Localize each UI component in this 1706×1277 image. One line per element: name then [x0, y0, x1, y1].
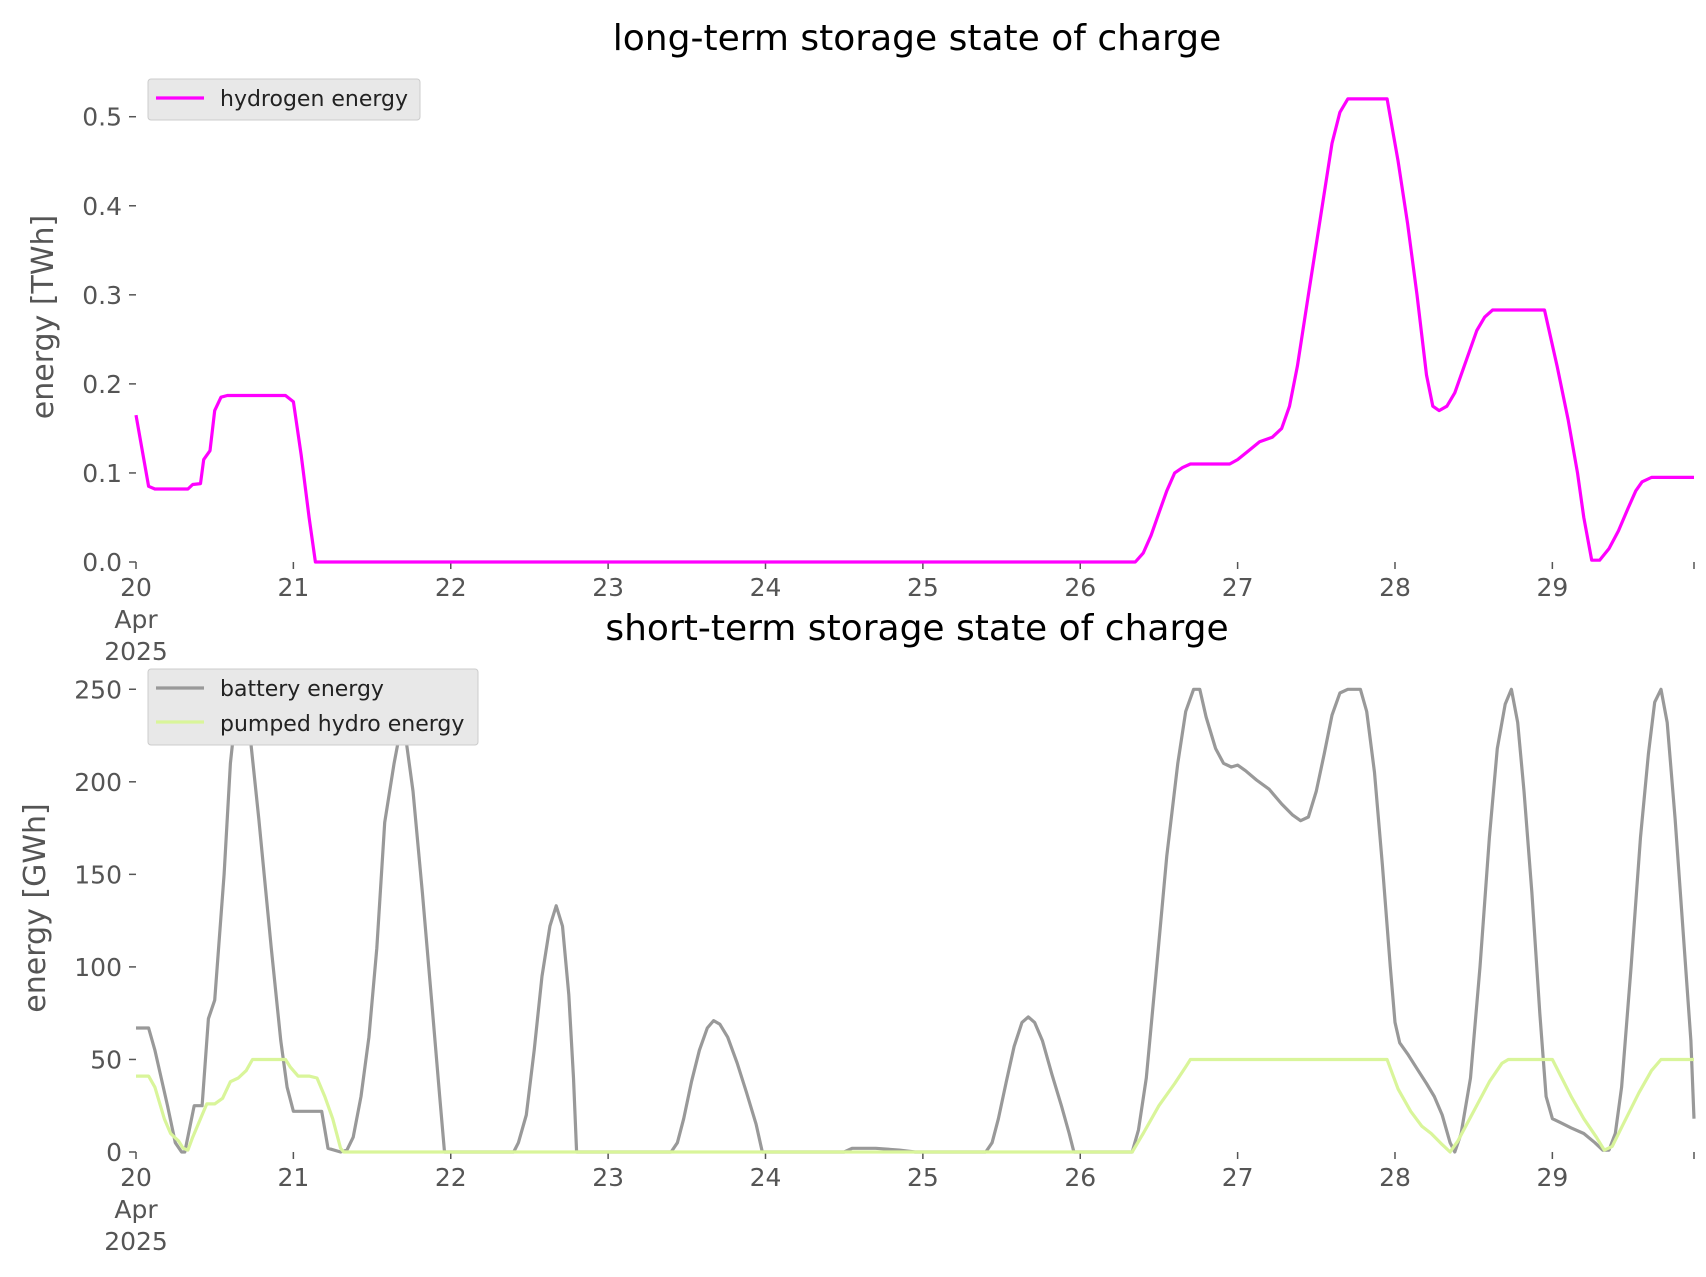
legend-label-battery-energy: battery energy [220, 677, 384, 702]
y-axis-label: energy [TWh] [26, 215, 61, 419]
chart-title: long-term storage state of charge [613, 18, 1221, 59]
y-tick-label: 250 [74, 675, 122, 704]
legend-label-pumped-hydro-energy: pumped hydro energy [220, 712, 464, 737]
x-tick-label: 21 [277, 573, 309, 602]
series-group [136, 687, 1696, 1154]
legend-box [147, 78, 421, 121]
series-line-battery-energy [136, 687, 1696, 1154]
x-tick-label: 25 [907, 1163, 939, 1192]
y-tick-label: 0.2 [82, 370, 122, 399]
tick-group: 0 50 100 150 200 250 20 Apr 2025 21 22 23 24 25 26 27 28… [74, 675, 1695, 1256]
y-tick-label: 0.0 [82, 548, 122, 577]
series-line-pumped-hydro-energy [136, 1057, 1694, 1154]
y-tick-label: 0.3 [82, 281, 122, 310]
x-tick-label: 22 [435, 573, 467, 602]
y-tick-label: 0.5 [82, 103, 122, 132]
x-tick-label: 25 [907, 573, 939, 602]
y-tick-label: 100 [74, 953, 122, 982]
x-tick-label: 28 [1379, 1163, 1411, 1192]
legend-label-hydrogen-energy: hydrogen energy [220, 87, 408, 112]
short-term-storage-chart: short-term storage state of charge energ… [18, 608, 1696, 1256]
y-tick-label: 150 [74, 860, 122, 889]
x-tick-label: 23 [592, 573, 624, 602]
x-tick-label: 24 [750, 573, 782, 602]
legend: hydrogen energy [147, 78, 421, 121]
x-tick-label: 23 [592, 1163, 624, 1192]
x-tick-label: 24 [750, 1163, 782, 1192]
y-tick-label: 0.4 [82, 192, 122, 221]
x-tick-label: 26 [1064, 1163, 1096, 1192]
y-axis-label: energy [GWh] [18, 803, 53, 1012]
x-tick-label: 22 [435, 1163, 467, 1192]
x-tick-label: 29 [1536, 1163, 1568, 1192]
x-tick-label: 21 [277, 1163, 309, 1192]
x-tick-label: 20 Apr 2025 [104, 573, 168, 666]
legend: battery energy pumped hydro energy [147, 668, 479, 746]
x-tick-label: 26 [1064, 573, 1096, 602]
y-tick-label: 50 [90, 1045, 122, 1074]
chart-title: short-term storage state of charge [605, 608, 1228, 649]
y-tick-label: 0 [106, 1138, 122, 1167]
long-term-storage-chart: long-term storage state of charge energy… [26, 18, 1695, 666]
legend-box [147, 668, 479, 746]
series-group [134, 97, 1694, 564]
x-tick-label: 27 [1222, 573, 1254, 602]
x-tick-label: 27 [1222, 1163, 1254, 1192]
x-tick-label: 29 [1536, 573, 1568, 602]
y-tick-label: 0.1 [82, 459, 122, 488]
x-tick-label: 28 [1379, 573, 1411, 602]
x-tick-label: 20 Apr 2025 [104, 1163, 168, 1256]
series-line-hydrogen-energy [134, 97, 1694, 564]
tick-group: 0.0 0.1 0.2 0.3 0.4 0.5 20 Apr 2025 21 22 23 24 25 26 2… [82, 103, 1695, 666]
y-tick-label: 200 [74, 768, 122, 797]
